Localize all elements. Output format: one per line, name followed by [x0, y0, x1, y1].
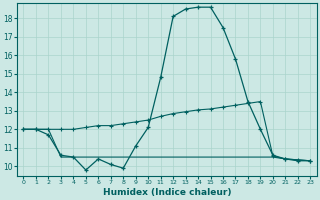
X-axis label: Humidex (Indice chaleur): Humidex (Indice chaleur): [103, 188, 231, 197]
